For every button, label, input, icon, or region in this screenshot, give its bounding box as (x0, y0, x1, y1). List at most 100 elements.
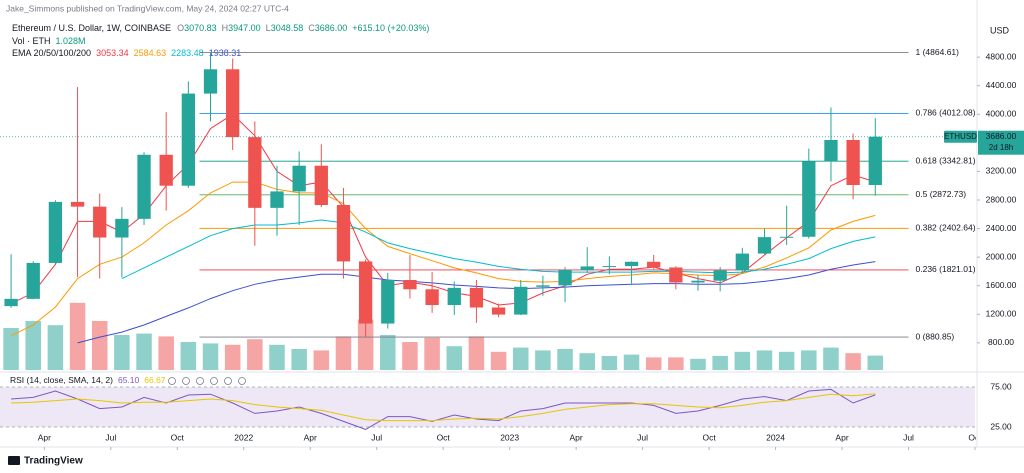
x-tick-label: Apr (38, 432, 51, 442)
volume-bar (180, 342, 197, 370)
x-tick-label: Oct (702, 432, 716, 442)
rsi-line (11, 393, 876, 422)
y-tick-label: 3200.00 (986, 166, 1017, 176)
volume-bar (291, 349, 307, 370)
x-tick-label: Oct (171, 432, 185, 442)
volume-bar (557, 349, 573, 370)
candle-body (93, 206, 107, 238)
volume-bar (867, 355, 884, 370)
ema-line (10, 181, 876, 337)
x-tick-label: 2023 (500, 432, 519, 442)
x-tick-label: Jul (105, 432, 116, 442)
volume-value: 1.028M (56, 36, 86, 46)
symbol-tag (944, 130, 977, 143)
candle-body (226, 69, 240, 138)
x-tick-label: Oct (437, 432, 451, 442)
volume-bar (712, 356, 728, 370)
volume-bar (335, 336, 352, 370)
rsi-tick-label: 75.00 (990, 381, 1012, 391)
y-tick-label: 2400.00 (986, 223, 1017, 233)
footer-logo: TradingView (8, 456, 83, 467)
candle-body (26, 262, 40, 299)
fib-label: 0.618 (3342.81) (916, 155, 976, 165)
candle-body (669, 267, 683, 283)
x-tick-label: Jul (371, 432, 382, 442)
candle-body (358, 261, 373, 324)
x-tick-label: 2022 (234, 432, 253, 442)
candle-body (70, 201, 85, 207)
volume-bar (114, 335, 130, 370)
volume-bar (69, 302, 86, 370)
rsi-header: RSI (14, close, SMA, 14, 2) 65.10 66.67 (10, 375, 166, 385)
y-tick-label: 1200.00 (986, 309, 1017, 319)
volume-bar (402, 342, 418, 370)
volume-bar (490, 351, 507, 370)
hidden-indicator-icons (168, 377, 246, 385)
fib-label: 0.786 (4012.08) (916, 108, 976, 118)
volume-bar (579, 353, 595, 370)
y-tick-label: 2800.00 (986, 194, 1017, 204)
candle-body (381, 280, 395, 324)
candle-body (425, 289, 439, 305)
ohlc-key: C (308, 23, 315, 33)
x-tick-label: Apr (304, 432, 317, 442)
candle-body (846, 140, 860, 185)
x-tick-label: Jul (903, 432, 914, 442)
candle-body (314, 165, 328, 205)
candle-body (491, 307, 506, 315)
candle-body (647, 261, 661, 268)
volume-bar (25, 321, 41, 370)
candle-body (336, 205, 351, 262)
volume-bar (446, 346, 463, 370)
candle-body (558, 270, 572, 286)
fib-label: 0.382 (2402.64) (916, 223, 976, 233)
x-tick-label: Oct (968, 432, 982, 442)
candle-body (780, 236, 794, 238)
volume-bar (535, 350, 551, 370)
volume-bar (512, 347, 529, 370)
logo-mark (8, 456, 20, 465)
volume-bar (623, 354, 640, 370)
volume-line: Vol · ETH 1.028M (12, 36, 86, 46)
ema-label: EMA 20/50/100/200 (12, 48, 91, 58)
candle-body (580, 266, 594, 270)
volume-bar (136, 333, 152, 370)
volume-bar (202, 343, 219, 370)
y-tick-label: 4000.00 (986, 109, 1017, 119)
volume-bar (3, 328, 19, 370)
countdown-text: 2d 18h (989, 143, 1013, 152)
volume-bar (645, 357, 662, 370)
y-tick-label: 800.00 (988, 337, 1014, 347)
y-tick-label: 4400.00 (986, 80, 1017, 90)
candle-body (713, 270, 727, 281)
rsi-ma-value: 66.67 (144, 375, 166, 385)
ohlc-key: H (222, 23, 229, 33)
ema-value: 2584.63 (134, 48, 167, 58)
candle-body (691, 280, 705, 283)
volume-bar (845, 353, 861, 370)
rsi-line (11, 388, 876, 430)
brand: TradingView (24, 456, 83, 467)
volume-bar (601, 356, 618, 370)
ema-line: EMA 20/50/100/200 3053.34 2584.63 2283.48 19… (12, 48, 241, 58)
fib-label: 1 (4864.61) (916, 47, 960, 57)
volume-bar (801, 350, 817, 370)
candle-body (824, 140, 838, 162)
symbol: Ethereum / U.S. Dollar, 1W, COINBASE (12, 23, 171, 33)
volume-bar (158, 336, 174, 370)
volume-label: Vol · ETH (12, 36, 51, 46)
y-tick-label: 1600.00 (986, 280, 1017, 290)
volume-bar (380, 335, 396, 370)
price-tag (978, 130, 1024, 155)
volume-bar (756, 350, 773, 370)
candle-body (115, 218, 129, 238)
candle-body (248, 137, 262, 208)
volume-bar (47, 325, 64, 370)
volume-bar (823, 347, 839, 370)
plot-area: Apr Jul Oct 2022 Apr Jul Oct 2023 Apr Jul Oct 2024 A… (0, 47, 982, 450)
candle-body (4, 298, 18, 307)
candle-body (48, 201, 63, 263)
candle-body (735, 253, 749, 271)
